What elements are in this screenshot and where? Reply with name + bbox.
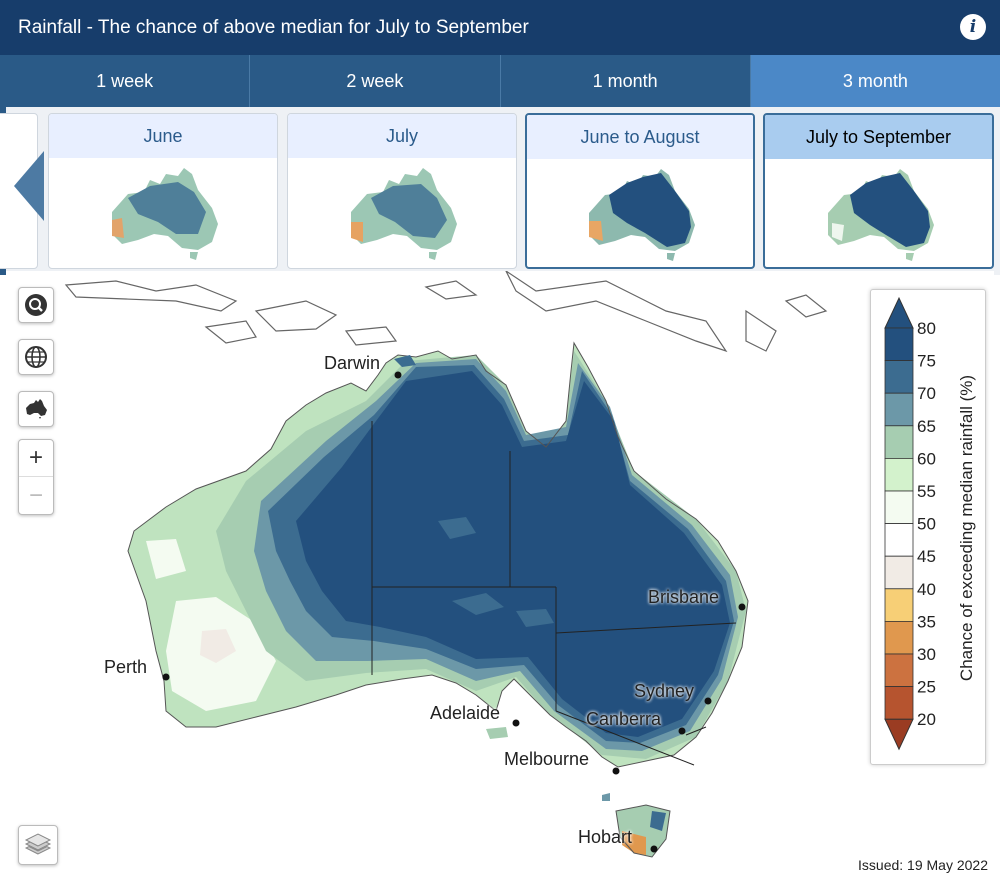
legend-panel: 80 75 70 65 60 55 50 45 40 35 30 25 20 Chance of exc…	[870, 289, 986, 765]
thumbnail-map	[351, 168, 457, 260]
zoom-out-button[interactable]: −	[28, 481, 43, 509]
island-outline	[64, 280, 238, 312]
island-outline	[424, 280, 478, 300]
chevron-left-icon[interactable]	[14, 151, 44, 221]
legend-swatch	[884, 360, 914, 394]
legend-swatch	[884, 490, 914, 524]
legend-tick-label: 30	[917, 645, 936, 664]
layers-icon[interactable]	[18, 825, 58, 865]
thumbnail-label: July	[288, 114, 516, 158]
thumbnail-map	[112, 168, 218, 260]
thumbnail-strip: June July June to August July to Septemb…	[0, 107, 1000, 378]
thumbnail-july[interactable]: July	[287, 113, 517, 269]
period-tabs: 1 week 2 week 1 month 3 month	[0, 55, 1000, 107]
legend-title: Chance of exceeding median rainfall (%)	[957, 374, 976, 682]
legend-swatch	[884, 555, 914, 590]
legend-swatch	[884, 653, 914, 687]
legend-tick-label: 50	[917, 515, 936, 534]
legend-swatch	[884, 327, 914, 361]
legend-swatch	[884, 425, 914, 459]
tab-3-month[interactable]: 3 month	[750, 55, 1000, 107]
island-outline	[344, 326, 398, 346]
search-icon[interactable]	[18, 287, 54, 323]
tab-1-week[interactable]: 1 week	[0, 55, 251, 107]
tab-1-month[interactable]: 1 month	[500, 55, 751, 107]
zoom-in-button[interactable]: +	[19, 440, 53, 477]
thumbnail-june-to-august[interactable]: June to August	[525, 113, 755, 269]
thumbnail-map	[827, 169, 934, 261]
legend-tick-label: 45	[917, 547, 936, 566]
island-outline	[505, 271, 728, 353]
australia-map	[64, 271, 828, 858]
legend-tick-label: 75	[917, 352, 936, 371]
zoom-controls: + −	[18, 439, 54, 515]
legend-arrow-top	[884, 296, 914, 329]
legend-arrow-bottom	[884, 718, 914, 751]
thumbnail-label: June to August	[527, 115, 753, 159]
tab-2-week[interactable]: 2 week	[250, 55, 501, 107]
legend-swatch	[884, 392, 914, 427]
legend-tick-label: 55	[917, 482, 936, 501]
map-view[interactable]: Darwin Brisbane Perth Sydney Adelaide Ca…	[6, 271, 994, 879]
page-title: Rainfall - The chance of above median fo…	[18, 16, 529, 38]
thumbnail-july-to-september[interactable]: July to September	[763, 113, 994, 269]
island-outline	[204, 320, 257, 344]
globe-icon[interactable]	[18, 339, 54, 375]
island-outline	[745, 309, 777, 352]
legend-swatch	[884, 588, 914, 622]
legend-tick-label: 40	[917, 580, 936, 599]
legend-swatch	[884, 620, 914, 655]
australia-icon[interactable]	[18, 391, 54, 427]
issued-date: Issued: 19 May 2022	[858, 857, 988, 873]
legend-tick-label: 65	[917, 417, 936, 436]
legend-tick-label: 25	[917, 678, 936, 697]
legend-tick-label: 60	[917, 449, 936, 468]
island-outline	[784, 294, 828, 318]
island-outline	[254, 300, 338, 332]
legend-swatch	[884, 523, 914, 557]
legend-colorbar: 80 75 70 65 60 55 50 45 40 35 30 25 20	[884, 296, 936, 751]
thumbnail-label: July to September	[765, 115, 992, 159]
legend-swatch	[884, 457, 914, 492]
thumbnail-june[interactable]: June	[48, 113, 278, 269]
legend-tick-label: 80	[917, 319, 936, 338]
legend-tick-label: 70	[917, 384, 936, 403]
thumbnail-map	[589, 169, 695, 261]
legend-tick-label: 20	[917, 710, 936, 729]
thumbnail-label: June	[49, 114, 277, 158]
legend-swatch	[884, 686, 914, 720]
title-bar: Rainfall - The chance of above median fo…	[0, 0, 1000, 55]
info-icon[interactable]: i	[960, 14, 986, 40]
legend-tick-label: 35	[917, 612, 936, 631]
